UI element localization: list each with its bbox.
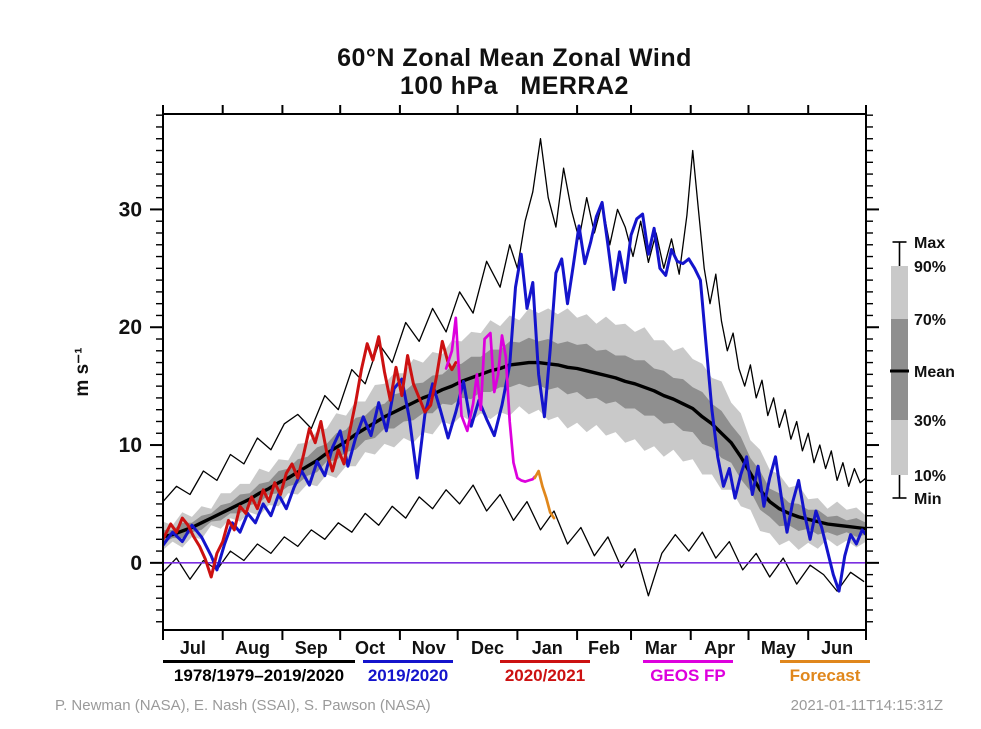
svg-text:10: 10 (119, 434, 142, 457)
legend-item-climatology: 1978/1979–2019/2020 (163, 660, 355, 686)
svg-text:90%: 90% (914, 259, 946, 276)
svg-text:Feb: Feb (588, 638, 620, 658)
svg-text:Jul: Jul (180, 638, 206, 658)
plot-frame (162, 113, 867, 631)
legend-item-2019-2020: 2019/2020 (363, 660, 453, 686)
footer-credits: P. Newman (NASA), E. Nash (SSAI), S. Paw… (55, 697, 431, 714)
legend-label-forecast: Forecast (789, 666, 861, 685)
max-envelope-line (163, 138, 866, 503)
svg-text:Nov: Nov (412, 638, 446, 658)
legend-line-swatch-climatology (163, 660, 355, 663)
svg-text:30: 30 (119, 198, 142, 221)
svg-text:Min: Min (914, 491, 942, 508)
legend-label-2019-2020: 2019/2020 (367, 666, 449, 685)
svg-text:Aug: Aug (235, 638, 270, 658)
svg-text:70%: 70% (914, 312, 946, 329)
legend-item-geos-fp: GEOS FP (643, 660, 733, 686)
svg-text:Apr: Apr (704, 638, 735, 658)
chart-title-line-2: 100 hPa MERRA2 (400, 72, 629, 100)
svg-text:Mean: Mean (914, 364, 955, 381)
legend-label-2020-2021: 2020/2021 (504, 666, 586, 685)
legend-item-2020-2021: 2020/2021 (500, 660, 590, 686)
svg-text:30%: 30% (914, 413, 946, 430)
svg-text:Oct: Oct (355, 638, 385, 658)
series-line-forecast (533, 469, 556, 520)
band-30-70 (163, 337, 866, 543)
svg-text:0: 0 (130, 552, 142, 575)
min-envelope-line (163, 484, 865, 597)
legend-line-swatch-geos-fp (643, 660, 733, 663)
series-line-y2019_2020 (163, 200, 866, 593)
svg-text:10%: 10% (914, 468, 946, 485)
legend-item-forecast: Forecast (780, 660, 870, 686)
legend-label-geos-fp: GEOS FP (650, 666, 726, 685)
band-10-90 (163, 308, 866, 550)
svg-text:m s⁻¹: m s⁻¹ (72, 347, 93, 396)
plot-area (163, 138, 866, 597)
series-line-geos_fp (444, 316, 537, 483)
series-line-y2020_2021 (163, 335, 458, 579)
svg-text:Sep: Sep (295, 638, 328, 658)
svg-text:Dec: Dec (471, 638, 504, 658)
svg-text:May: May (761, 638, 796, 658)
svg-text:Jun: Jun (821, 638, 853, 658)
legend-label-climatology: 1978/1979–2019/2020 (173, 666, 345, 685)
svg-text:20: 20 (119, 316, 142, 339)
svg-text:Mar: Mar (645, 638, 677, 658)
legend-line-swatch-forecast (780, 660, 870, 663)
footer-timestamp: 2021-01-11T14:15:31Z (790, 697, 943, 714)
chart-title-line-1: 60°N Zonal Mean Zonal Wind (337, 44, 692, 72)
svg-text:Jan: Jan (532, 638, 563, 658)
legend-line-swatch-2019-2020 (363, 660, 453, 663)
svg-text:Max: Max (914, 235, 945, 252)
legend-line-swatch-2020-2021 (500, 660, 590, 663)
